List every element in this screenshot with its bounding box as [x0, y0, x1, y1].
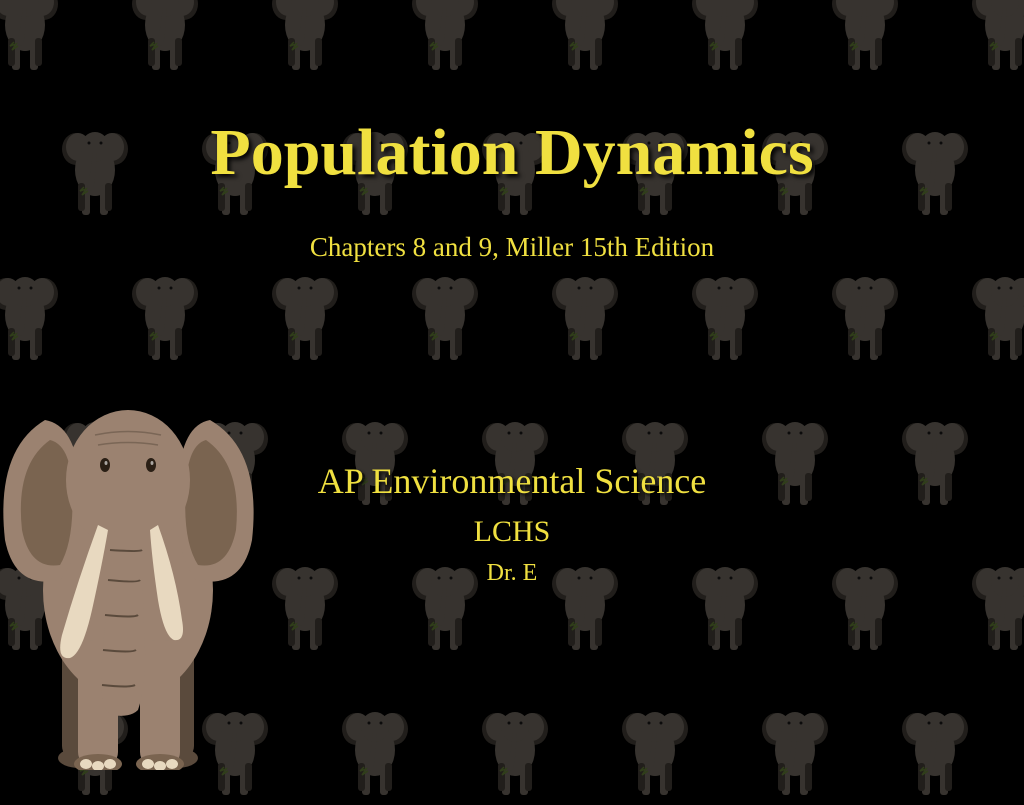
teacher-name: Dr. E: [0, 560, 1024, 587]
slide-content: Population Dynamics Chapters 8 and 9, Mi…: [0, 0, 1024, 768]
slide-subtitle: Chapters 8 and 9, Miller 15th Edition: [0, 232, 1024, 263]
slide-title: Population Dynamics: [0, 115, 1024, 191]
course-name: AP Environmental Science: [0, 460, 1024, 502]
school-name: LCHS: [0, 515, 1024, 549]
